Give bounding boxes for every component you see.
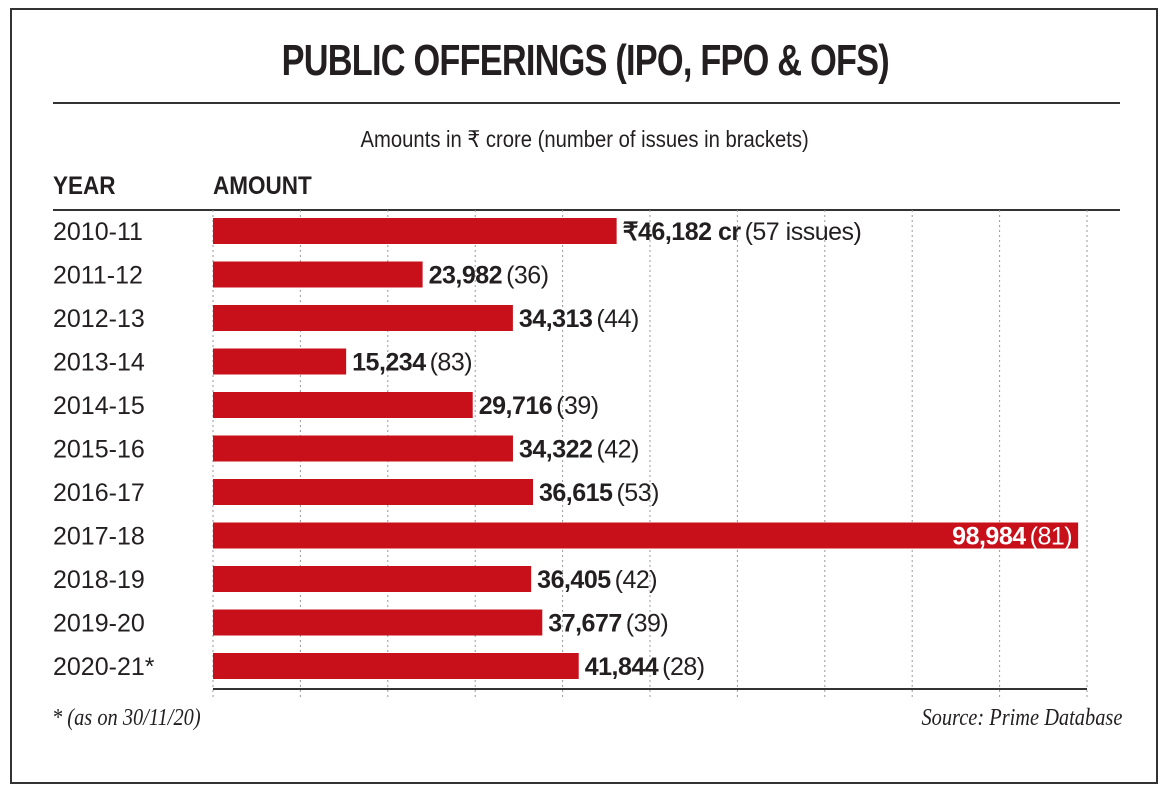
- bar: [213, 348, 347, 375]
- data-label-issues: (81): [1030, 523, 1072, 551]
- data-label-value: 98,984: [952, 523, 1026, 551]
- year-label: 2015-16: [53, 436, 145, 464]
- year-label: 2012-13: [53, 305, 145, 333]
- bar: [213, 261, 423, 288]
- data-label: 37,677 (39): [548, 610, 668, 638]
- bar: [213, 566, 532, 592]
- data-label-issues: (42): [596, 436, 638, 464]
- data-label-issues: (83): [430, 349, 472, 377]
- data-label: 36,405 (42): [537, 566, 657, 594]
- data-label-issues: (57 issues): [745, 218, 862, 246]
- year-header: YEAR: [53, 172, 116, 200]
- footnote: * (as on 30/11/20): [52, 705, 201, 731]
- data-label-issues: (44): [596, 305, 638, 333]
- amount-header: AMOUNT: [213, 172, 312, 200]
- year-label: 2011-12: [53, 262, 143, 290]
- data-label: 29,716 (39): [479, 392, 599, 420]
- data-label-issues: (28): [662, 653, 704, 681]
- year-label: 2013-14: [53, 349, 145, 377]
- chart-frame: [10, 8, 1158, 784]
- data-label: 41,844 (28): [585, 653, 705, 681]
- data-label-value: 34,313: [519, 305, 592, 333]
- bar: [213, 522, 1079, 549]
- year-label: 2016-17: [53, 479, 145, 507]
- bar: [213, 609, 543, 636]
- data-label-issues: (39): [626, 610, 668, 638]
- year-label: 2017-18: [53, 523, 145, 551]
- data-label-issues: (39): [556, 392, 598, 420]
- data-label-value: 29,716: [479, 392, 552, 420]
- data-label-value: ₹46,182 cr: [623, 218, 742, 246]
- year-label: 2020-21*: [53, 653, 155, 681]
- bar: [213, 305, 513, 331]
- year-label: 2014-15: [53, 392, 145, 420]
- year-label: 2018-19: [53, 566, 145, 594]
- data-label-value: 15,234: [352, 349, 426, 377]
- year-label: 2010-11: [53, 218, 143, 246]
- data-label-issues: (42): [615, 566, 657, 594]
- data-label-value: 23,982: [429, 262, 502, 290]
- bar: [213, 218, 617, 244]
- bar: [213, 435, 513, 462]
- data-label-issues: (53): [616, 479, 658, 507]
- bar: [213, 392, 473, 418]
- data-label: 15,234 (83): [352, 349, 472, 377]
- data-label: 36,615 (53): [539, 479, 659, 507]
- data-label: 34,313 (44): [519, 305, 639, 333]
- data-label: 34,322 (42): [519, 436, 639, 464]
- data-label: 23,982 (36): [429, 262, 549, 290]
- data-label-issues: (36): [506, 262, 548, 290]
- bar: [213, 479, 534, 505]
- header-rule: [53, 209, 1120, 211]
- bar: [213, 653, 579, 679]
- data-label-value: 41,844: [585, 653, 659, 681]
- chart-subtitle: Amounts in ₹ crore (number of issues in …: [360, 126, 810, 152]
- chart-title: PUBLIC OFFERINGS (IPO, FPO & OFS): [281, 36, 889, 85]
- data-label: 98,984 (81): [952, 523, 1072, 551]
- source-note: Source: Prime Database: [921, 705, 1122, 731]
- year-label: 2019-20: [53, 610, 145, 638]
- data-label-value: 36,615: [539, 479, 613, 507]
- title-rule: [53, 102, 1120, 104]
- data-label-value: 34,322: [519, 436, 592, 464]
- data-label-value: 37,677: [548, 610, 621, 638]
- data-label: ₹46,182 cr (57 issues): [623, 218, 862, 246]
- data-label-value: 36,405: [537, 566, 611, 594]
